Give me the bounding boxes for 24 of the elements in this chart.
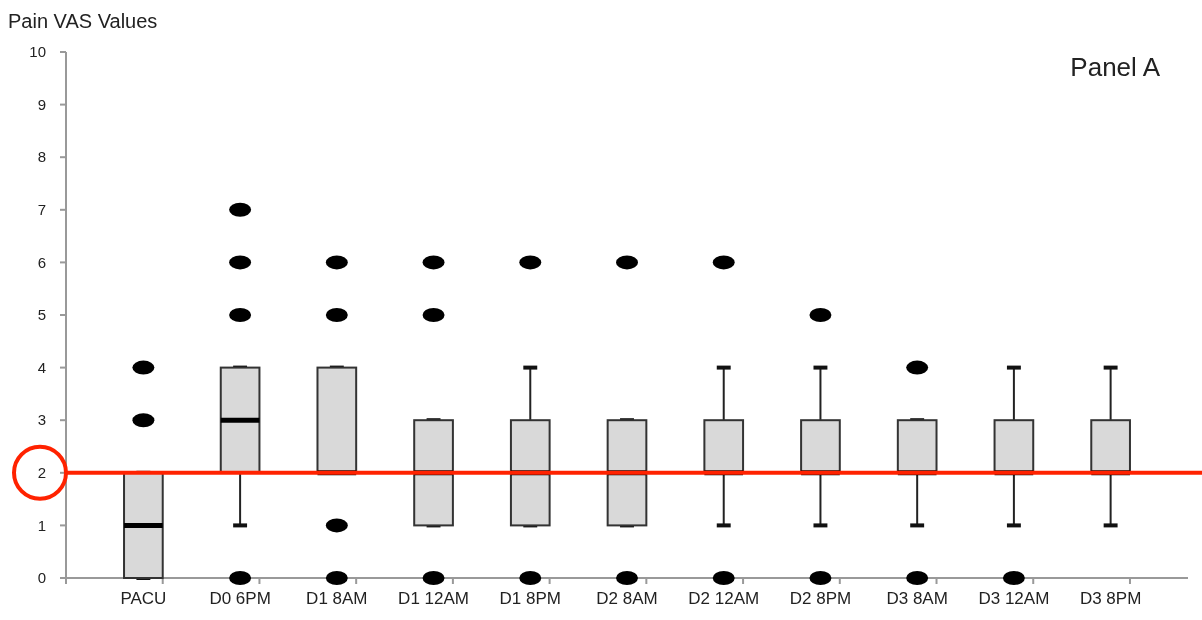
x-tick-label: D2 8PM xyxy=(789,589,852,608)
x-tick-label: D3 8AM xyxy=(886,589,948,608)
y-tick-label: 7 xyxy=(37,201,46,219)
y-tick-label: 4 xyxy=(37,358,46,376)
y-tick-label: 10 xyxy=(29,43,46,61)
x-tick-label: D1 12AM xyxy=(398,589,469,608)
x-tick-label: D2 12AM xyxy=(688,589,760,608)
y-tick-label: 6 xyxy=(37,253,46,271)
y-tick-label: 9 xyxy=(37,95,46,113)
y-tick-label: 3 xyxy=(37,411,46,429)
x-tick-label: D0 6PM xyxy=(209,589,271,608)
x-tick-label: PACU xyxy=(120,589,167,608)
annotation: Panel A xyxy=(1070,52,1161,82)
y-tick-label: 1 xyxy=(37,516,46,534)
y-tick-label: 5 xyxy=(37,306,46,324)
y-tick-label: 0 xyxy=(37,569,46,587)
x-tick-label: D3 8PM xyxy=(1079,589,1142,608)
y-tick-label: 8 xyxy=(37,148,46,166)
y-axis-title: Pain VAS Values xyxy=(8,10,158,32)
x-tick-label: D3 12AM xyxy=(978,589,1050,608)
x-tick-label: D1 8AM xyxy=(306,589,368,608)
x-tick-label: D1 8PM xyxy=(499,589,561,608)
y-tick-label: 2 xyxy=(37,464,46,482)
x-tick-label: D2 8AM xyxy=(596,589,658,608)
